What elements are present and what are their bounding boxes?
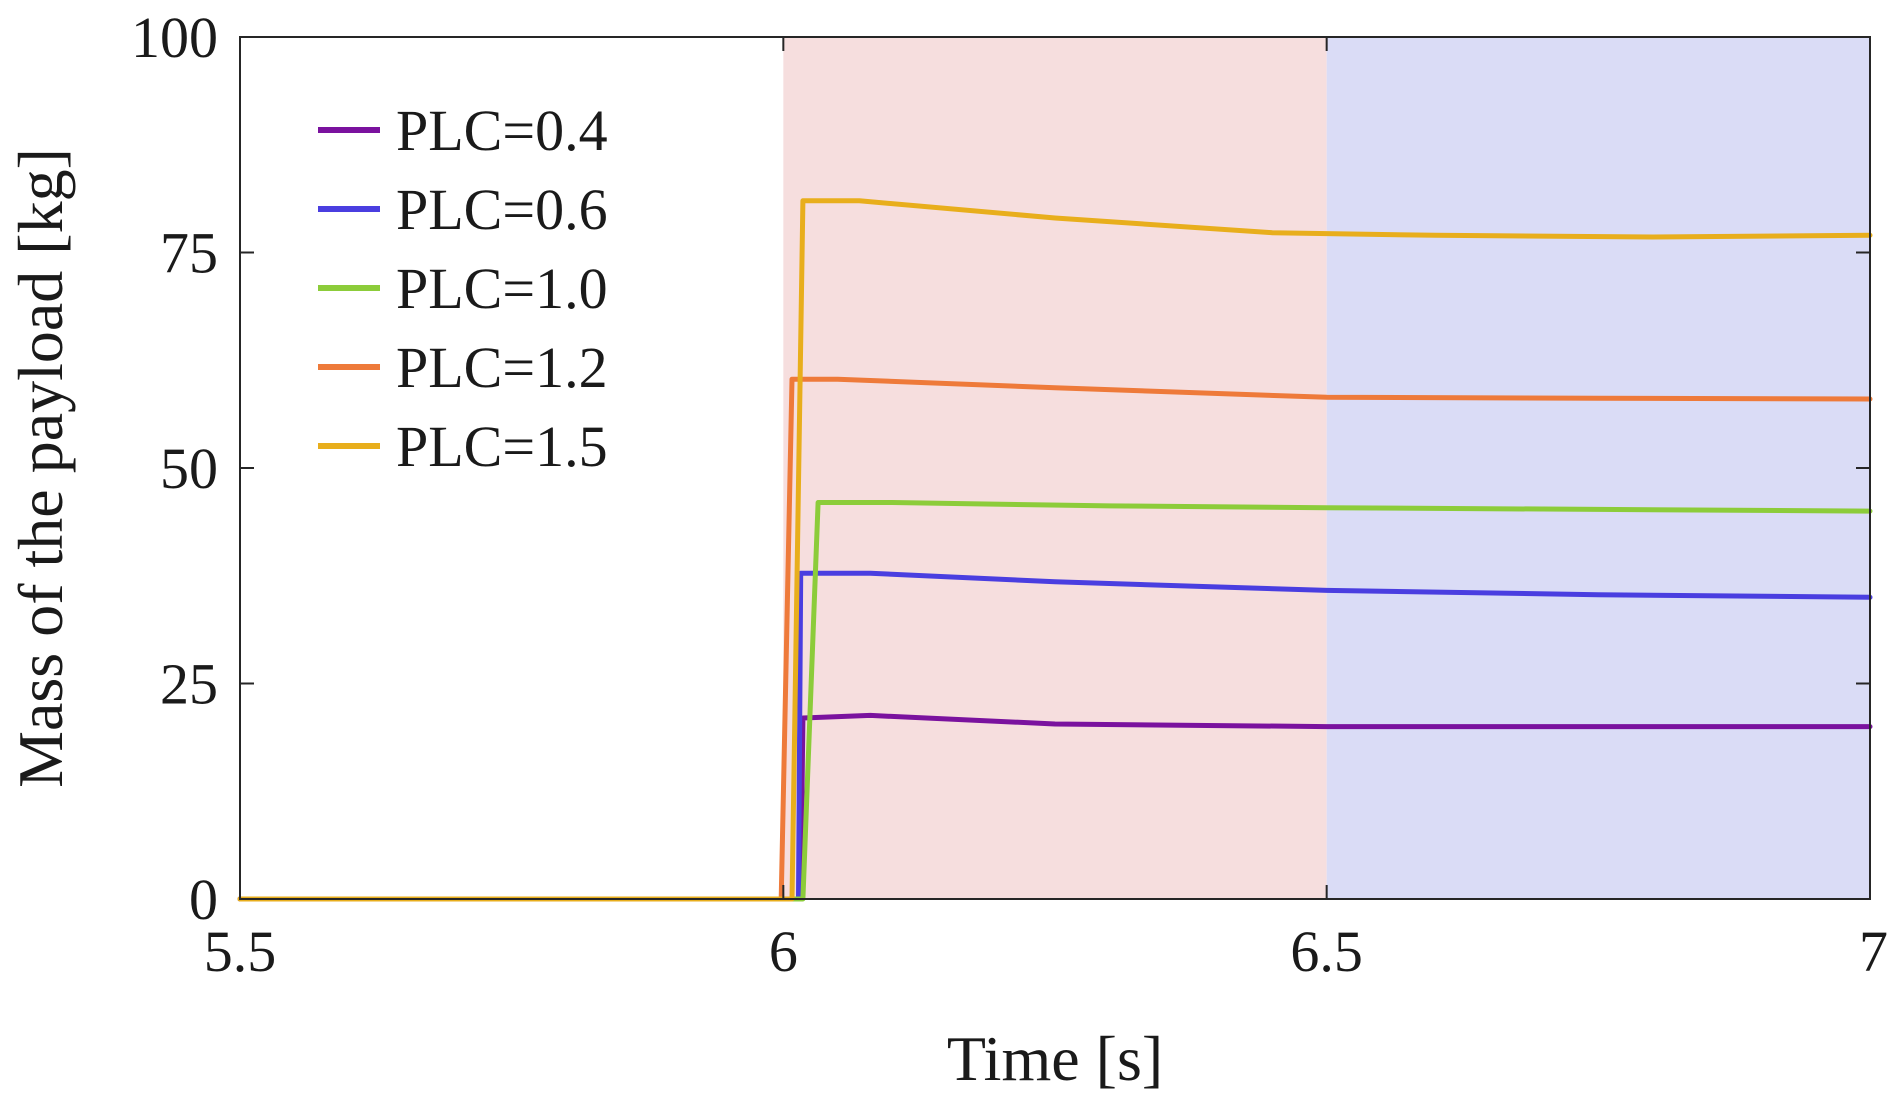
x-tick-label: 6.5 (1290, 919, 1363, 984)
legend: PLC=0.4 PLC=0.6 PLC=1.0 PLC=1.2 PLC=1.5 (318, 98, 608, 479)
x-axis-label: Time [s] (947, 1023, 1163, 1094)
shaded-region-2 (1326, 37, 1870, 899)
legend-label: PLC=1.2 (396, 335, 608, 400)
x-axis-ticks: 5.5 6 6.5 7 (204, 37, 1888, 984)
y-tick-label: 75 (160, 221, 218, 286)
y-axis-ticks: 0 25 50 75 100 (131, 5, 1870, 932)
x-tick-label: 6 (769, 919, 798, 984)
y-tick-label: 25 (160, 652, 218, 717)
legend-label: PLC=0.4 (396, 98, 608, 163)
y-axis-label: Mass of the payload [kg] (5, 148, 76, 788)
legend-label: PLC=1.5 (396, 414, 608, 479)
x-tick-label: 7 (1859, 919, 1888, 984)
y-tick-label: 0 (189, 867, 218, 932)
y-tick-label: 50 (160, 436, 218, 501)
series-line-plc-1-5 (237, 198, 1873, 902)
series-line-plc-1-2 (237, 376, 1873, 902)
legend-label: PLC=1.0 (396, 256, 608, 321)
series-line-plc-0-6 (237, 570, 1873, 902)
legend-label: PLC=0.6 (396, 177, 608, 242)
y-tick-label: 100 (131, 5, 218, 70)
series-lines (237, 198, 1873, 902)
legend-item: PLC=1.5 (318, 414, 608, 479)
legend-item: PLC=0.4 (318, 98, 608, 163)
series-line-plc-1-0 (237, 500, 1873, 902)
x-tick-label: 5.5 (204, 919, 277, 984)
shaded-regions (783, 37, 1870, 899)
legend-item: PLC=1.2 (318, 335, 608, 400)
shaded-region-1 (783, 37, 1327, 899)
legend-item: PLC=0.6 (318, 177, 608, 242)
legend-item: PLC=1.0 (318, 256, 608, 321)
